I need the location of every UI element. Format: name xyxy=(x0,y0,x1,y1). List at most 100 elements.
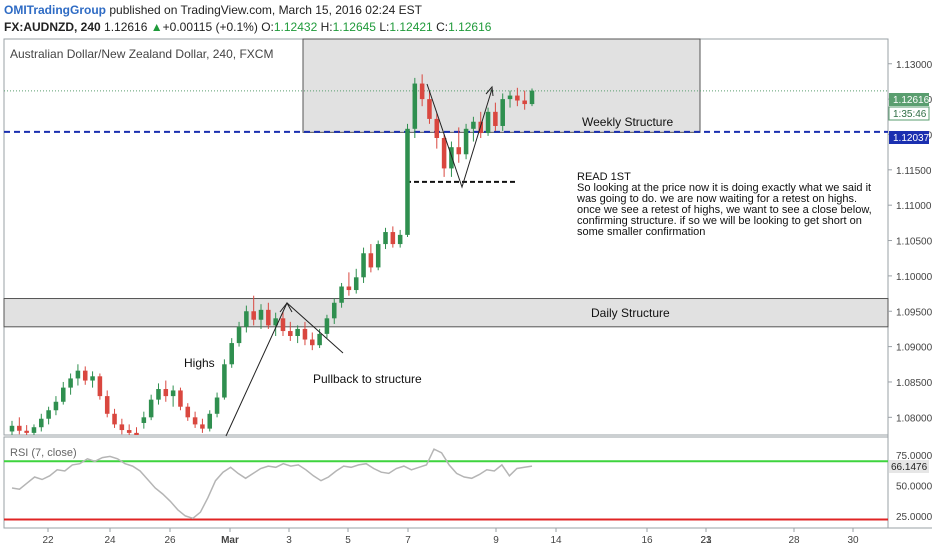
candle-body xyxy=(214,397,220,414)
candle-body xyxy=(97,376,103,397)
candle-body xyxy=(302,328,308,340)
time-tick-label: 26 xyxy=(164,535,176,546)
time-tick-label: 21 xyxy=(700,535,712,546)
open-value: 1.12432 xyxy=(273,20,318,34)
candle-body xyxy=(405,128,410,235)
rsi-tick-label: 75.0000 xyxy=(896,451,932,462)
note-line: was going to do. we are now waiting for … xyxy=(576,193,857,205)
countdown-badge-bg xyxy=(888,106,930,121)
high-label: H: xyxy=(320,20,333,34)
candle-body xyxy=(273,318,278,326)
candle-body xyxy=(119,424,125,431)
price-levels xyxy=(4,90,888,183)
candle-body xyxy=(170,390,176,397)
last-price-badge-bg xyxy=(889,93,929,106)
price-tick-label: 1.13000 xyxy=(896,60,932,71)
candle-body xyxy=(258,309,264,320)
candle-body xyxy=(500,99,505,126)
price-tick-label: 1.10500 xyxy=(896,237,932,248)
trendline-arrow-2 xyxy=(485,85,494,97)
time-tick-label: 16 xyxy=(641,535,653,546)
candle-body xyxy=(456,147,462,155)
candle-body xyxy=(427,99,432,119)
time-tick-label: 14 xyxy=(550,535,562,546)
candle-body xyxy=(126,430,132,433)
candle-body xyxy=(222,364,227,398)
time-tick-label: 30 xyxy=(847,535,859,546)
time-tick-label: 9 xyxy=(493,535,499,546)
low-value: 1.12421 xyxy=(389,20,433,34)
time-tick-label: 23 xyxy=(700,535,712,546)
candle-body xyxy=(46,410,51,419)
candle-body xyxy=(515,95,520,101)
candle-body xyxy=(339,286,344,303)
rsi-tick-label: 25.0000 xyxy=(896,512,932,523)
candle-body xyxy=(68,378,73,388)
last-price: 1.12616 xyxy=(104,20,148,34)
candle-body xyxy=(368,253,374,268)
annotation-daily-structure: Daily Structure xyxy=(591,306,670,320)
rsi-tick-label: 50.0000 xyxy=(896,482,932,493)
candle-body xyxy=(412,83,418,129)
candle-body xyxy=(31,427,37,433)
candle-body xyxy=(463,128,469,155)
change-value: +0.00115 (+0.1%) xyxy=(162,20,258,34)
candle-body xyxy=(192,417,198,425)
candle-body xyxy=(163,389,169,397)
close-value: 1.12616 xyxy=(448,20,492,34)
trendline-arrow-1 xyxy=(279,302,293,313)
last-price-badge: 1.12616 xyxy=(893,95,930,106)
time-tick-label: Mar xyxy=(221,535,239,546)
candle-body xyxy=(295,328,300,336)
published-text: published on TradingView.com, March 15, … xyxy=(109,3,422,17)
candle-body xyxy=(493,111,498,126)
time-tick-label: 7 xyxy=(405,535,411,546)
candle-body xyxy=(178,390,183,407)
chart-header: OMITradingGroup published on TradingView… xyxy=(0,0,932,38)
candle-body xyxy=(288,331,293,336)
annotation-weekly-structure: Weekly Structure xyxy=(582,115,673,129)
time-tick-label: 22 xyxy=(42,535,54,546)
candlestick-series xyxy=(9,74,535,435)
rsi-last-badge-bg xyxy=(889,460,929,473)
rsi-label: RSI (7, close) xyxy=(10,447,77,459)
candle-body xyxy=(156,389,161,400)
level-badge-bg xyxy=(889,131,929,144)
candle-body xyxy=(266,309,271,326)
candle-body xyxy=(317,333,322,346)
time-tick-label: 3 xyxy=(286,535,292,546)
candle-body xyxy=(375,244,381,268)
candle-body xyxy=(353,277,359,291)
low-label: L: xyxy=(379,20,390,34)
candle-body xyxy=(148,399,154,418)
price-tick-label: 1.11500 xyxy=(896,166,932,177)
trendline-drawing-2 xyxy=(426,83,493,189)
analysis-note: READ 1ST So looking at the price now it … xyxy=(576,171,872,238)
symbol-label[interactable]: FX:AUDNZD, 240 xyxy=(4,20,101,34)
candle-body xyxy=(53,401,59,411)
candle-body xyxy=(75,370,81,379)
note-line: confirming structure. if so we will be l… xyxy=(577,215,862,227)
rsi-pane: 75.0000 50.0000 25.0000 xyxy=(4,448,932,523)
candle-body xyxy=(9,425,15,432)
close-label: C: xyxy=(436,20,449,34)
candle-body xyxy=(331,302,337,319)
ohlc-line: FX:AUDNZD, 240 1.12616 ▲+0.00115 (+0.1%)… xyxy=(4,20,491,34)
publish-line: OMITradingGroup published on TradingView… xyxy=(4,3,422,17)
candle-body xyxy=(207,413,213,429)
publisher-link[interactable]: OMITradingGroup xyxy=(4,3,106,17)
candle-body xyxy=(434,118,440,138)
candle-body xyxy=(39,418,44,428)
note-line: So looking at the price now it is doing … xyxy=(577,182,871,194)
price-badges: 1.12616 1:35:46 1.12037 xyxy=(888,93,930,144)
rsi-last-badge: 66.1476 xyxy=(891,462,928,473)
candle-body xyxy=(244,311,249,327)
candle-body xyxy=(280,318,286,332)
candle-body xyxy=(185,406,191,418)
candle-body xyxy=(229,343,234,365)
candle-body xyxy=(310,339,315,346)
candle-body xyxy=(507,95,513,100)
candle-body xyxy=(346,286,352,291)
